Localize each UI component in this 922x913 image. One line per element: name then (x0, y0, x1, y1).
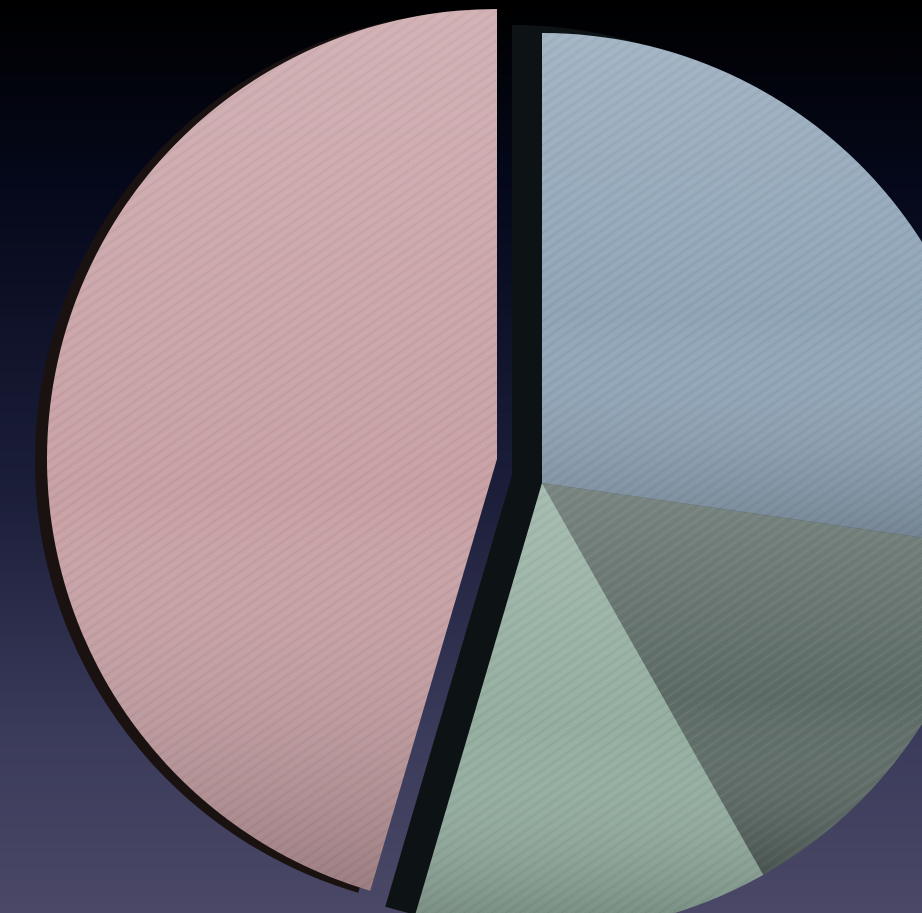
pie-slice-shading (542, 483, 922, 875)
pie-slice-shading (542, 33, 922, 538)
pie-slice-3 (415, 483, 764, 913)
pie-slice-1 (542, 33, 922, 538)
slice-layer (34, 9, 922, 913)
pie-slice-shading (415, 483, 764, 913)
pie-slice-shading (46, 9, 497, 891)
pie-slice-2 (542, 483, 922, 875)
pie-slice-4 (46, 9, 497, 891)
